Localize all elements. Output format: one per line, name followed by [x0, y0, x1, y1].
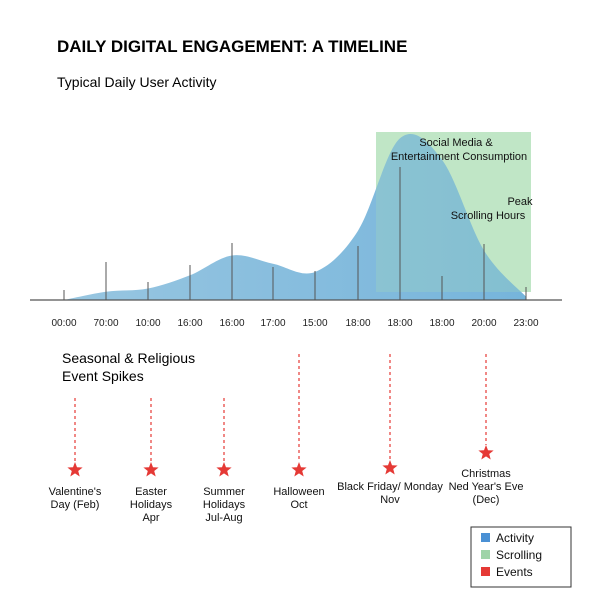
band-annotation: Entertainment Consumption — [391, 151, 527, 163]
event-label: Ned Year's Eve — [449, 481, 524, 493]
x-tick-label: 16:00 — [219, 318, 244, 329]
legend-label: Events — [496, 565, 533, 579]
legend-swatch — [481, 550, 490, 559]
event-label: Apr — [142, 512, 159, 524]
event-label: Nov — [380, 494, 400, 506]
event-label: Black Friday/ Monday — [337, 481, 443, 493]
x-tick-label: 23:00 — [513, 318, 538, 329]
band-annotation: Social Media & — [419, 137, 493, 149]
event-label: Valentine's — [49, 486, 102, 498]
chart-subtitle: Typical Daily User Activity — [57, 74, 216, 90]
x-tick-label: 18:00 — [387, 318, 412, 329]
event-label: Easter — [135, 486, 167, 498]
legend-swatch — [481, 567, 490, 576]
x-tick-label: 16:00 — [177, 318, 202, 329]
event-star-icon — [382, 460, 398, 475]
event-star-icon — [478, 445, 494, 460]
event-label: Christmas — [461, 468, 511, 480]
scrolling-band-overlay — [376, 132, 531, 292]
event-star-icon — [216, 462, 232, 477]
x-tick-label: 00:00 — [51, 318, 76, 329]
event-label: (Dec) — [473, 494, 500, 506]
activity-area — [64, 134, 526, 300]
event-star-icon — [291, 462, 307, 477]
x-tick-label: 15:00 — [302, 318, 327, 329]
event-label: Jul-Aug — [205, 512, 242, 524]
x-tick-label: 20:00 — [471, 318, 496, 329]
event-label: Holidays — [203, 499, 246, 511]
band-annotation: Peak — [507, 196, 533, 208]
x-tick-label: 17:00 — [260, 318, 285, 329]
events-section-title: Seasonal & Religious — [62, 350, 195, 366]
x-tick-label: 18:00 — [345, 318, 370, 329]
x-tick-label: 10:00 — [135, 318, 160, 329]
event-label: Halloween — [273, 486, 324, 498]
event-label: Holidays — [130, 499, 173, 511]
event-label: Summer — [203, 486, 245, 498]
legend-label: Scrolling — [496, 548, 542, 562]
legend-label: Activity — [496, 531, 534, 545]
event-star-icon — [67, 462, 83, 477]
event-label: Oct — [290, 499, 307, 511]
chart-title: DAILY DIGITAL ENGAGEMENT: A TIMELINE — [57, 37, 407, 56]
legend-swatch — [481, 533, 490, 542]
event-star-icon — [143, 462, 159, 477]
band-annotation: Scrolling Hours — [451, 210, 526, 222]
x-tick-label: 70:00 — [93, 318, 118, 329]
event-label: Day (Feb) — [51, 499, 100, 511]
x-tick-label: 18:00 — [429, 318, 454, 329]
events-section-title: Event Spikes — [62, 368, 144, 384]
legend: Activity Scrolling Events — [470, 526, 572, 588]
